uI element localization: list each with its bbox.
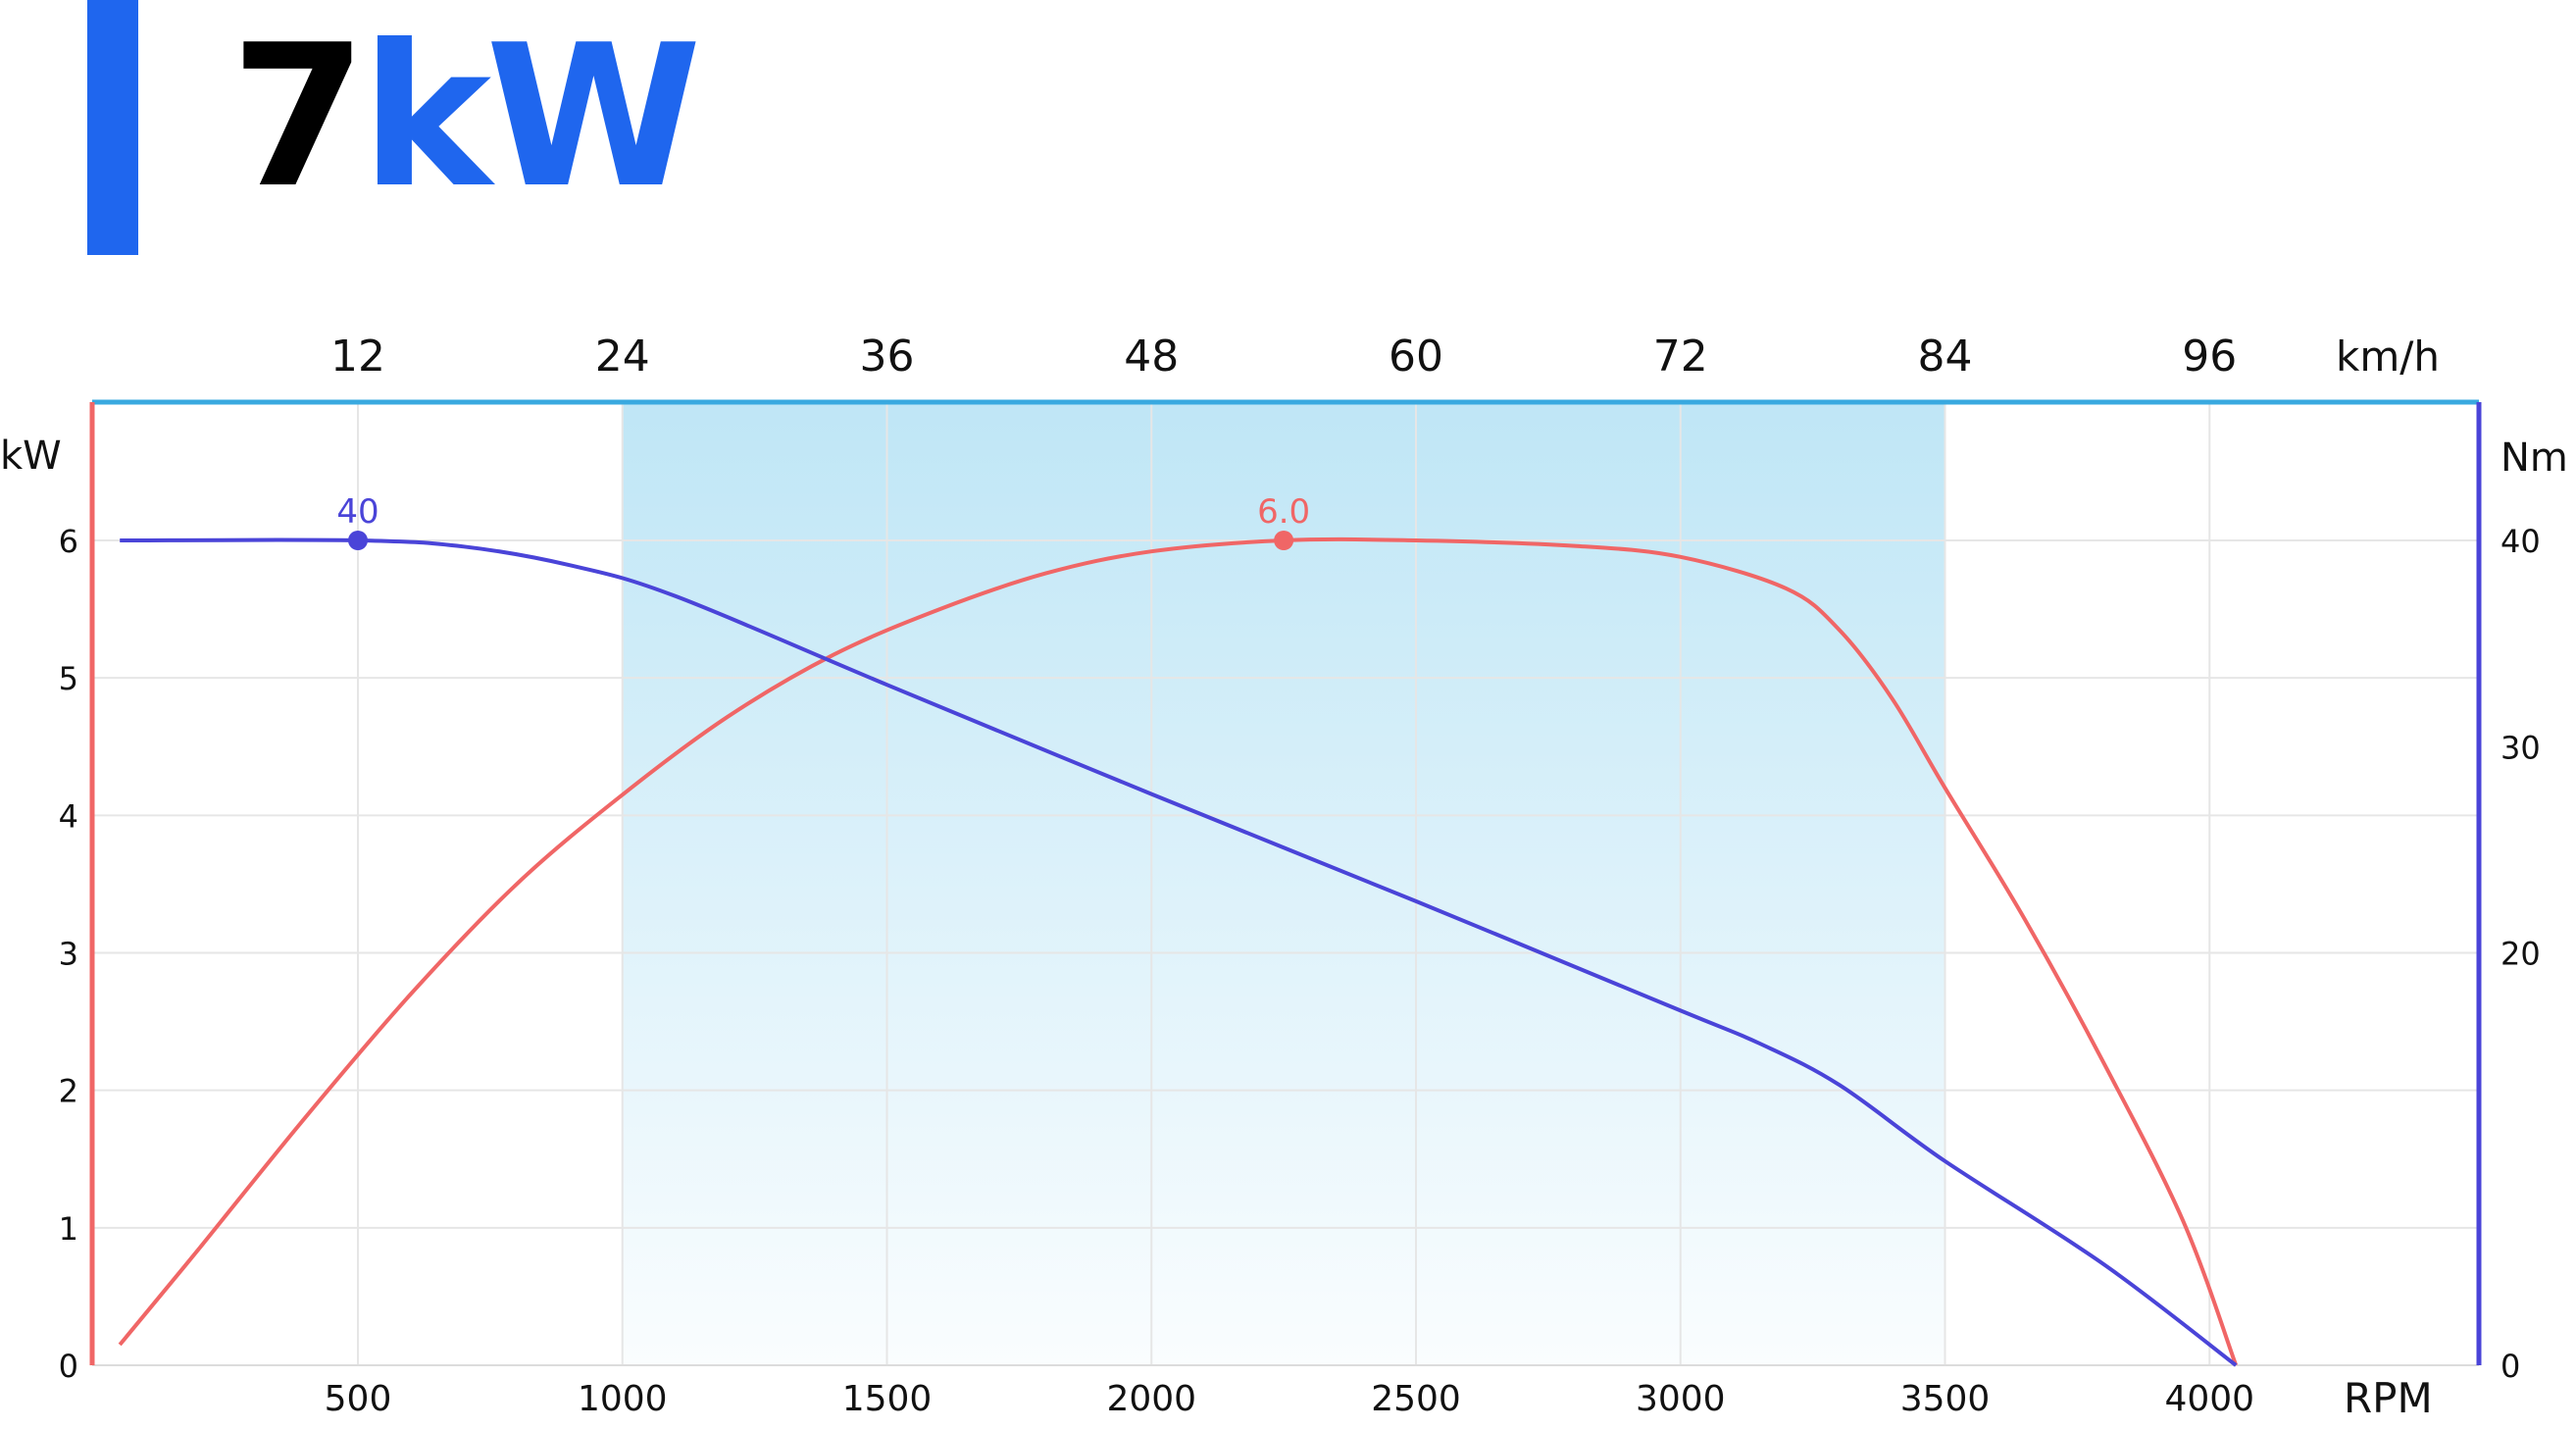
x-tick-label: 4000	[2164, 1379, 2254, 1419]
speed-tick-label: 48	[1124, 332, 1179, 382]
x-tick-label: 1500	[842, 1379, 933, 1419]
y-left-tick-label: 0	[59, 1348, 78, 1385]
y-right-tick-label: 40	[2500, 523, 2541, 560]
y-right-tick-label: 0	[2500, 1348, 2520, 1385]
y-left-tick-label: 5	[59, 660, 78, 697]
x-tick-label: 2000	[1106, 1379, 1196, 1419]
x-tick-label: 2500	[1371, 1379, 1461, 1419]
torque-peak-label: 40	[336, 492, 379, 532]
y-left-tick-label: 4	[59, 797, 78, 835]
y-left-tick-label: 1	[59, 1210, 78, 1248]
speed-tick-label: 36	[860, 332, 915, 382]
x-tick-label: 1000	[578, 1379, 668, 1419]
header-accent-bar	[87, 0, 138, 255]
x-tick-label: 3500	[1900, 1379, 1991, 1419]
speed-tick-label: 24	[595, 332, 650, 382]
x-axis-label: RPM	[2344, 1374, 2433, 1422]
speed-tick-label: 12	[330, 332, 385, 382]
torque-curve	[120, 537, 2238, 1367]
y-right-axis-label: Nm	[2500, 435, 2568, 481]
speed-tick-label: 72	[1653, 332, 1708, 382]
y-right-tick-label: 30	[2500, 729, 2541, 766]
speed-axis-label: km/h	[2336, 332, 2440, 381]
title-number: 7	[230, 3, 367, 231]
y-left-tick-label: 3	[59, 936, 78, 973]
speed-tick-label: 60	[1389, 332, 1443, 382]
power-peak-label: 6.0	[1257, 492, 1310, 532]
page-title: 7kW	[230, 20, 702, 216]
torque-peak-marker	[348, 531, 368, 550]
title-unit: kW	[361, 3, 702, 231]
y-right-tick-label: 20	[2500, 936, 2541, 973]
speed-tick-label: 96	[2182, 332, 2237, 382]
x-tick-label: 500	[325, 1379, 392, 1419]
x-tick-label: 3000	[1636, 1379, 1726, 1419]
speed-tick-label: 84	[1918, 332, 1973, 382]
y-left-tick-label: 2	[59, 1073, 78, 1110]
power-peak-marker	[1274, 531, 1294, 550]
y-left-tick-label: 6	[59, 523, 78, 560]
highlight-band	[622, 402, 1945, 1365]
y-left-axis-label: kW	[0, 434, 62, 479]
